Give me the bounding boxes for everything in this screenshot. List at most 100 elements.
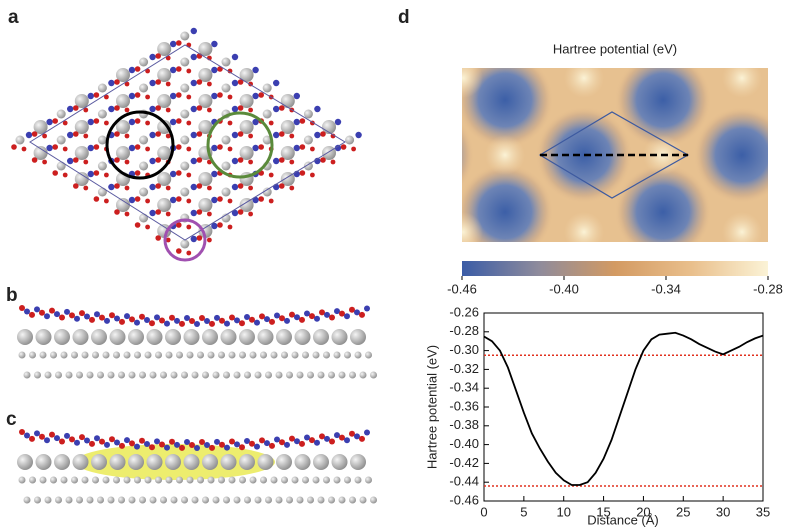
substrate-atom [202,496,209,504]
n-atom [284,441,290,448]
o-atom [134,222,141,228]
potential-minimum [462,123,474,187]
o-atom [145,198,151,204]
substrate-atom [39,351,47,359]
o-atom [114,79,120,85]
n-atom [170,66,177,74]
n-atom [244,438,250,445]
substrate-atom [191,496,199,504]
n-atom [25,131,33,139]
o-atom [59,438,65,445]
highlight [105,110,175,180]
o-atom [340,144,347,150]
n-atom [344,313,350,320]
o-atom [29,435,35,442]
substrate-atom [233,371,241,379]
n-atom [54,435,60,442]
potential-minimum [773,52,788,148]
substrate-atom [116,68,130,82]
o-atom [165,107,171,113]
n-atom [224,444,230,451]
o-atom [39,309,45,316]
substrate-atom [254,371,262,379]
n-atom [252,66,259,74]
n-atom [144,441,150,448]
y-tick-label: -0.46 [449,492,479,507]
n-atom [231,157,239,165]
substrate-atom [139,161,149,171]
substrate-atom [212,371,220,379]
substrate-atom [239,94,254,108]
o-atom [237,79,244,85]
o-atom [319,433,325,440]
o-atom [196,105,203,111]
o-atom [109,436,115,443]
n-atom [231,105,239,113]
substrate-atom [165,351,173,359]
n-atom [204,441,210,448]
o-atom [179,444,185,451]
n-atom [190,105,197,113]
potential-maximum [722,212,762,242]
substrate-atom [218,476,225,484]
n-atom [284,317,290,324]
map-title: Hartree potential (eV) [553,41,677,56]
n-atom [190,157,197,165]
o-atom [119,442,125,449]
substrate-atom [239,120,254,134]
substrate-atom [107,496,115,504]
o-atom [330,159,336,165]
substrate-atom [249,476,257,484]
o-atom [268,198,274,204]
x-tick-label: 20 [636,504,650,519]
substrate-atom [198,68,213,82]
y-tick-label: -0.38 [449,417,479,432]
substrate-atom [149,371,157,379]
substrate-atom [56,109,66,119]
n-atom [46,118,53,126]
n-atom [104,317,110,324]
substrate-atom [71,476,78,484]
substrate-atom [333,476,341,484]
y-tick-label: -0.26 [449,304,479,319]
substrate-atom [350,454,366,470]
substrate-atom [97,496,104,504]
potential-maximum [485,135,525,175]
substrate-atom [72,329,89,345]
o-atom [299,316,305,323]
substrate-atom [76,496,83,504]
n-atom [204,317,210,324]
substrate-atom [239,198,254,212]
substrate-atom [55,496,62,504]
o-atom [149,320,155,327]
n-atom [273,157,280,165]
substrate-atom [144,476,152,484]
o-atom [52,170,58,176]
o-atom [217,92,223,98]
n-atom [184,438,190,445]
o-atom [229,438,235,445]
substrate-atom [123,351,131,359]
substrate-atom [198,94,213,108]
substrate-atom [286,496,293,504]
substrate-atom [56,135,66,145]
profile-line [483,331,764,486]
o-atom [227,198,233,204]
colorbar-tick-label: -0.34 [651,281,681,296]
substrate-atom [317,371,325,379]
o-atom [139,437,145,444]
n-atom [94,311,100,318]
substrate-atom [202,329,218,345]
o-atom [309,313,315,320]
substrate-atom [86,496,94,504]
substrate-atom [198,172,213,186]
y-tick-label: -0.30 [449,342,479,357]
substrate-atom [65,496,73,504]
o-atom [219,441,225,448]
substrate-atom [60,351,68,359]
o-atom [73,157,79,163]
substrate-atom [276,329,292,345]
o-atom [104,94,109,100]
o-atom [124,211,130,217]
n-atom [334,308,340,315]
